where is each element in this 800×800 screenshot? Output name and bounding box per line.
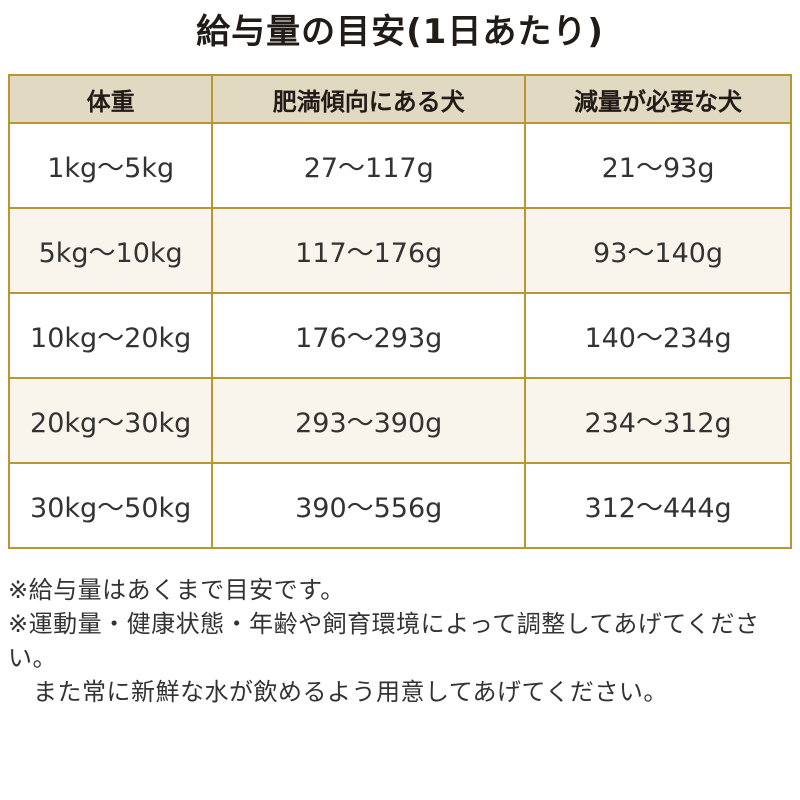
table-row: 10kg〜20kg 176〜293g 140〜234g [7,292,792,379]
column-header-obese-dog: 肥満傾向にある犬 [211,74,527,124]
note-fresh-water: また常に新鮮な水が飲めるよう用意してあげてください。 [33,678,668,706]
obese-amount-cell: 390〜556g [211,462,527,549]
table-row: 5kg〜10kg 117〜176g 93〜140g [7,207,792,294]
diet-amount-cell: 140〜234g [524,292,792,379]
weight-range-cell: 10kg〜20kg [7,292,214,379]
obese-amount-cell: 176〜293g [211,292,527,379]
diet-amount-cell: 93〜140g [524,207,792,294]
note-guideline: ※給与量はあくまで目安です。 [8,576,345,604]
obese-amount-cell: 27〜117g [211,122,527,209]
note-adjustment: ※運動量・健康状態・年齢や飼育環境によって調整してあげてください。 [8,610,760,672]
weight-range-cell: 5kg〜10kg [7,207,214,294]
column-header-weight: 体重 [7,74,214,124]
obese-amount-cell: 117〜176g [211,207,527,294]
page-title: 給与量の目安(1日あたり) [196,12,604,52]
weight-range-cell: 20kg〜30kg [7,377,214,464]
table-row: 1kg〜5kg 27〜117g 21〜93g [7,122,792,209]
table-row: 30kg〜50kg 390〜556g 312〜444g [7,462,792,549]
diet-amount-cell: 21〜93g [524,122,792,209]
diet-amount-cell: 312〜444g [524,462,792,549]
table-header-row: 体重 肥満傾向にある犬 減量が必要な犬 [7,74,792,124]
diet-amount-cell: 234〜312g [524,377,792,464]
table-row: 20kg〜30kg 293〜390g 234〜312g [7,377,792,464]
footnotes: ※給与量はあくまで目安です。 ※運動量・健康状態・年齢や飼育環境によって調整して… [8,573,792,709]
feeding-guide-table: 体重 肥満傾向にある犬 減量が必要な犬 1kg〜5kg 27〜117g 21〜9… [7,74,792,549]
obese-amount-cell: 293〜390g [211,377,527,464]
weight-range-cell: 30kg〜50kg [7,462,214,549]
weight-range-cell: 1kg〜5kg [7,122,214,209]
column-header-diet-dog: 減量が必要な犬 [524,74,792,124]
